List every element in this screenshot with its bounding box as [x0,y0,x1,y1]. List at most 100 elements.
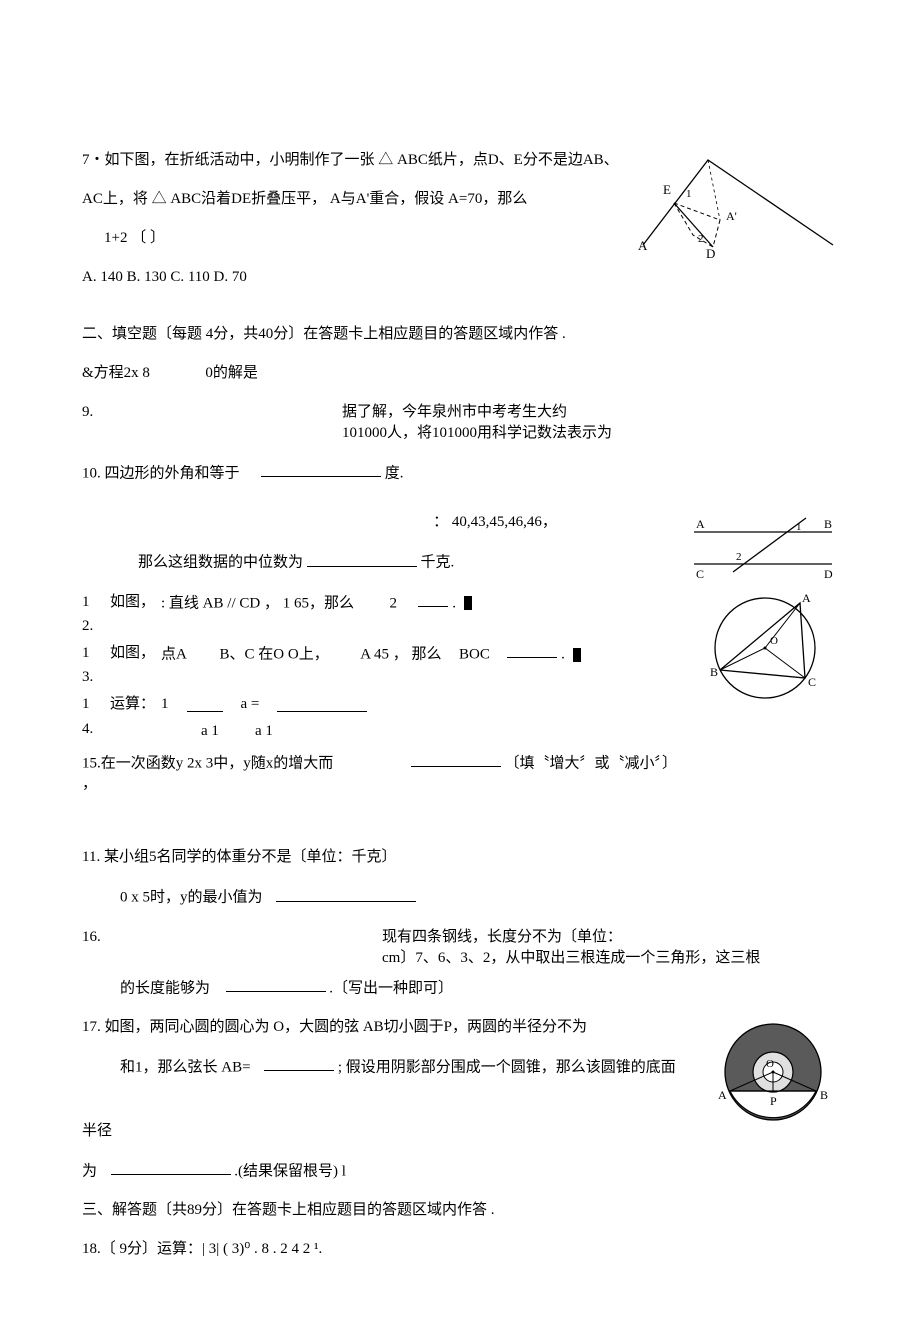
q17-line2-pre: 和1，那么弦长 AB= [120,1059,251,1075]
q12-n1: 1 [82,592,104,613]
q14-n1: 1 [82,694,104,715]
q13-then: ， 那么 [393,646,442,662]
q10-suf: 度. [385,465,404,481]
q14-one: 1 [161,694,169,715]
q15: 15.在一次函数y 2x 3中，y随x的增大而 〔填〝增大〞或〝减小〞〕 ， [82,752,688,795]
q14-denoms: a 1 a 1 [161,721,688,742]
q13-n2: 3. [82,667,104,688]
q13-a45: A 45 [360,646,389,662]
cc-O: O [766,1058,774,1070]
q7-line2: AC上，将 △ ABC沿着DE折叠压平， A与A'重合，假设 A=70，那么 [82,189,638,210]
q17-line1: 17. 如图，两同心圆的圆心为 O，大圆的弦 AB切小圆于P，两圆的半径分不为 [82,1017,708,1038]
cc-B: B [820,1088,828,1102]
circle-diagram: A B C O [700,588,830,708]
circ-A: A [802,591,811,605]
q16-blank[interactable] [226,977,326,992]
pl-C: C [696,567,704,581]
mid-median-pre: 那么这组数据的中位数为 [138,555,303,571]
q12-14-grid: 1 如图， : 直线 AB // CD ， 1 65，那么 2 . 2. 1 如… [82,592,688,743]
q11b-blank[interactable] [276,886,416,901]
q7-label-2: 2 [698,233,704,245]
q18: 18.〔 9分〕运算：| 3| ( 3)⁰ . 8 . 2 4 2 ¹. [82,1239,838,1260]
q16-tail-suf: .〔写出一种即可〕 [329,980,453,996]
q16-num: 16. [82,927,382,969]
q17-line2-suf: ; 假设用阴影部分围成一个圆锥，那么该圆锥的底面 [338,1059,676,1075]
q13-bc: B、C 在O O上， [220,646,329,662]
q16-line2: cm〕7、6、3、2，从中取出三根连成一个三角形，这三根 [382,948,760,969]
q13-pre: 如图， [110,643,155,664]
q17-line2: 和1，那么弦长 AB= ; 假设用阴影部分围成一个圆锥，那么该圆锥的底面 [82,1056,708,1078]
q13-body: 点A B、C 在O O上， A 45 ， 那么 BOC . [161,643,688,665]
q13-cursor-icon [573,648,581,662]
q14-body: 1 a = [161,694,688,715]
q13-blank[interactable] [507,643,557,658]
mid-median: 那么这组数据的中位数为 千克. [82,551,688,573]
q17-blank-ab[interactable] [264,1056,334,1071]
q7-choices: A. 140 B. 130 C. 110 D. 70 [82,267,638,288]
pl-A: A [696,517,705,531]
q7-label-1: 1 [686,188,692,200]
q16-tail: 的长度能够为 .〔写出一种即可〕 [82,977,838,999]
q7-label-E: E [663,182,671,197]
section2-heading: 二、填空题〔每题 4分，共40分〕在答题卡上相应题目的答题区域内作答 . [82,324,838,345]
q7-line1: 7・如下图，在折纸活动中，小明制作了一张 △ ABC纸片，点D、E分不是边AB、 [82,150,638,171]
circ-C: C [808,675,816,689]
q8: &方程2x 8 0的解是 [82,363,838,384]
cc-P: P [770,1094,777,1108]
q17-tail: 为 .(结果保留根号) l [82,1160,838,1182]
q7-label-Aprime: A' [726,209,737,223]
q17-tail-pre: 为 [82,1163,97,1179]
q12-dot: . [452,595,456,611]
mid-median-blank[interactable] [307,551,417,566]
section3-heading: 三、解答题〔共89分〕在答题卡上相应题目的答题区域内作答 . [82,1200,838,1221]
q17-block: 17. 如图，两同心圆的圆心为 O，大圆的弦 AB切小圆于P，两圆的半径分不为 … [82,1017,838,1127]
q7-label-D: D [706,246,715,260]
q8-mid: 0的解是 [205,365,258,381]
q10-pre: 10. 四边形的外角和等于 [82,465,240,481]
q14-blank-a[interactable] [187,697,223,712]
q10-blank[interactable] [261,462,381,477]
pl-1: 1 [796,521,802,533]
q17-blank[interactable] [111,1160,231,1175]
mid-median-suf: 千克. [421,555,455,571]
q14-blank-b[interactable] [277,697,367,712]
q7-diagram: A E A' D 1 2 [638,150,838,260]
circ-O: O [770,635,778,647]
q15-blank[interactable] [411,752,501,767]
q11b: 0 x 5时，y的最小值为 [82,886,838,908]
q12-blank[interactable] [418,592,448,607]
q14-n2: 4. [82,719,104,740]
q8-pre: &方程2x 8 [82,365,150,381]
q9-num: 9. [82,402,342,444]
q9: 9. 据了解，今年泉州市中考考生大约 101000人，将101000用科学记数法… [82,402,838,444]
q16: 16. 现有四条钢线，长度分不为〔单位： cm〕7、6、3、2，从中取出三根连成… [82,927,838,969]
q7-block: 7・如下图，在折纸活动中，小明制作了一张 △ ABC纸片，点D、E分不是边AB、… [82,150,838,296]
q13-n1: 1 [82,643,104,664]
q9-line1: 据了解，今年泉州市中考考生大约 [342,402,612,423]
q13-dot: . [561,646,565,662]
q16-tail-pre: 的长度能够为 [120,980,210,996]
q12-pre: 如图， [110,592,155,613]
q9-line2: 101000人，将101000用科学记数法表示为 [342,423,612,444]
mid-nums: ： 40,43,45,46,46， [82,512,688,533]
q10: 10. 四边形的外角和等于 度. [82,462,838,484]
q12-two: 2 [389,595,397,611]
q12-txt: : 直线 AB // CD ， 1 65，那么 [161,595,354,611]
circ-B: B [710,665,718,679]
q12-body: : 直线 AB // CD ， 1 65，那么 2 . [161,592,688,614]
q12-cursor-icon [464,596,472,610]
pl-D: D [824,567,833,581]
q7-label-A: A [638,238,648,253]
pl-2: 2 [736,551,742,563]
mid-cluster: ： 40,43,45,46,46， 那么这组数据的中位数为 千克. 1 如图， … [82,512,838,813]
q13-boc: BOC [459,646,490,662]
q12-n2: 2. [82,616,104,637]
q16-line1: 现有四条钢线，长度分不为〔单位： [382,927,760,948]
q13-a: 点A [161,646,186,662]
q14-aeq: a = [241,694,260,715]
pl-B: B [824,517,832,531]
q14-a1a: a 1 [201,721,219,742]
parallel-lines-diagram: A B C D 1 2 [688,512,838,584]
q7-line3: 1+2 〔 〕 [82,228,638,249]
concentric-circles-diagram: A B O P [708,1017,838,1127]
